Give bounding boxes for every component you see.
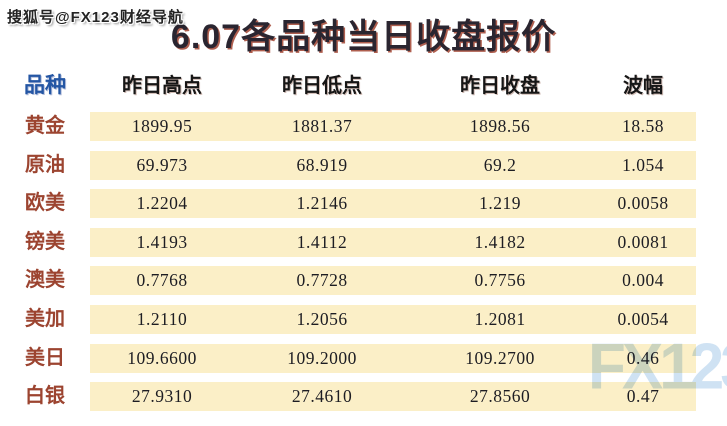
page-title: 6.07各品种当日收盘报价 (170, 18, 557, 56)
site-watermark: 搜狐号@FX123财经导航 (7, 9, 184, 26)
cell-prev-low: 1.2146 (234, 189, 410, 219)
cell-range: 0.0081 (590, 227, 696, 257)
cell-prev-high: 69.973 (90, 150, 234, 180)
row-label: 美加 (25, 307, 65, 330)
header-prev-low: 昨日低点 (282, 75, 362, 97)
table-header-row: 品种 昨日高点 昨日低点 昨日收盘 波幅 (0, 72, 696, 100)
cell-prev-low: 27.4610 (234, 382, 410, 412)
cell-range: 0.0054 (590, 304, 696, 334)
cell-prev-high: 109.6600 (90, 343, 234, 373)
cell-prev-close: 0.7756 (410, 266, 590, 296)
row-label: 白银 (25, 385, 65, 408)
row-label: 美日 (25, 346, 65, 369)
table-row: 美加 1.2110 1.2056 1.2081 0.0054 (0, 304, 696, 334)
row-label: 镑美 (25, 230, 65, 253)
cell-prev-high: 1899.95 (90, 112, 234, 141)
row-label: 黄金 (25, 115, 65, 137)
cell-range: 0.47 (590, 382, 696, 412)
table-body: 黄金 1899.95 1881.37 1898.56 18.58 原油 69.9… (0, 112, 696, 421)
cell-prev-high: 1.2204 (90, 189, 234, 219)
cell-prev-close: 1.2081 (410, 304, 590, 334)
brand-watermark: FX123 (588, 330, 727, 404)
cell-range: 1.054 (590, 150, 696, 180)
table-row: 澳美 0.7768 0.7728 0.7756 0.004 (0, 266, 696, 296)
row-label: 澳美 (25, 269, 65, 292)
cell-range: 0.46 (590, 343, 696, 373)
cell-range: 18.58 (590, 112, 696, 141)
cell-prev-close: 109.2700 (410, 343, 590, 373)
header-variety: 品种 (24, 74, 66, 97)
header-prev-close: 昨日收盘 (460, 75, 540, 97)
cell-prev-close: 27.8560 (410, 382, 590, 412)
cell-prev-low: 1.2056 (234, 304, 410, 334)
table-row: 原油 69.973 68.919 69.2 1.054 (0, 150, 696, 180)
table-row: 欧美 1.2204 1.2146 1.219 0.0058 (0, 189, 696, 219)
cell-prev-close: 1.4182 (410, 227, 590, 257)
row-label: 欧美 (25, 192, 65, 215)
row-label: 原油 (25, 153, 65, 176)
header-prev-high: 昨日高点 (122, 75, 202, 97)
table-row: 白银 27.9310 27.4610 27.8560 0.47 (0, 382, 696, 412)
table-row: 镑美 1.4193 1.4112 1.4182 0.0081 (0, 227, 696, 257)
cell-prev-low: 1.4112 (234, 227, 410, 257)
cell-prev-low: 68.919 (234, 150, 410, 180)
cell-range: 0.0058 (590, 189, 696, 219)
cell-prev-close: 69.2 (410, 150, 590, 180)
cell-prev-low: 1881.37 (234, 112, 410, 141)
cell-prev-low: 109.2000 (234, 343, 410, 373)
cell-prev-low: 0.7728 (234, 266, 410, 296)
table-row: 黄金 1899.95 1881.37 1898.56 18.58 (0, 112, 696, 141)
cell-prev-close: 1.219 (410, 189, 590, 219)
cell-range: 0.004 (590, 266, 696, 296)
cell-prev-high: 27.9310 (90, 382, 234, 412)
cell-prev-close: 1898.56 (410, 112, 590, 141)
cell-prev-high: 0.7768 (90, 266, 234, 296)
cell-prev-high: 1.2110 (90, 304, 234, 334)
table-row: 美日 109.6600 109.2000 109.2700 0.46 (0, 343, 696, 373)
cell-prev-high: 1.4193 (90, 227, 234, 257)
header-range: 波幅 (623, 75, 663, 97)
